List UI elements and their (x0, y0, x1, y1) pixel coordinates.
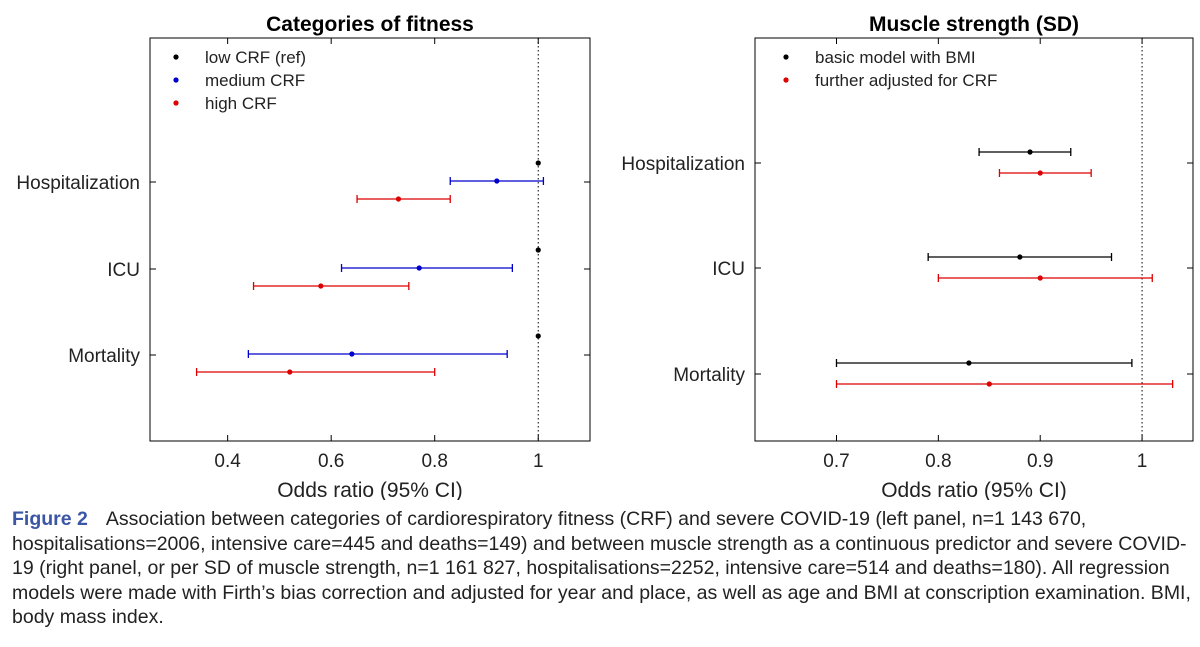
chart-title: Muscle strength (SD) (869, 13, 1079, 36)
y-tick-label: ICU (107, 260, 140, 281)
legend-label: high CRF (205, 94, 277, 113)
x-tick-label: 0.8 (421, 451, 447, 472)
legend-label: further adjusted for CRF (815, 71, 997, 90)
x-axis-label: Odds ratio (95% CI) (277, 479, 463, 500)
legend-label: low CRF (ref) (205, 48, 306, 67)
x-tick-label: 0.8 (925, 451, 951, 472)
estimate-point (395, 196, 402, 202)
estimate-point (1027, 149, 1033, 155)
chart-panel-2: Muscle strength (SD) 0.7 0.8 0.9 1 Odds ratio… (621, 13, 1194, 500)
estimate-point (1037, 275, 1043, 281)
plot-frame (149, 37, 591, 442)
x-tick-label: 0.6 (318, 451, 344, 472)
legend-marker (173, 54, 179, 60)
estimate-point (986, 381, 992, 387)
chart-panel-1: Categories of fitness 0.4 0.6 0.8 1 Odds rati… (16, 13, 591, 500)
legend-marker (783, 77, 789, 83)
estimate-point (1017, 254, 1023, 260)
figure-caption-text: Association between categories of cardio… (12, 508, 1191, 628)
legend-marker (783, 54, 789, 60)
legend-marker (173, 77, 179, 83)
estimate-point (535, 333, 541, 339)
y-tick-label: Hospitalization (16, 173, 140, 194)
figure-caption-label: Figure 2 (12, 508, 88, 530)
legend-marker (173, 100, 179, 106)
figure-panels: Categories of fitness 0.4 0.6 0.8 1 Odds rati… (16, 13, 1194, 500)
figure-caption: Figure 2 Association between categories o… (12, 507, 1192, 630)
x-tick-label: 0.9 (1027, 451, 1053, 472)
plot-frame (754, 37, 1194, 442)
x-tick-label: 1 (1137, 451, 1148, 472)
x-axis-label: Odds ratio (95% CI) (881, 479, 1067, 500)
estimate-point (535, 247, 541, 253)
legend-label: medium CRF (205, 71, 305, 90)
y-tick-label: Mortality (68, 346, 140, 367)
x-tick-label: 1 (533, 451, 544, 472)
x-tick-label: 0.7 (823, 451, 849, 472)
estimate-point (287, 369, 293, 375)
y-tick-label: Mortality (673, 365, 745, 386)
estimate-point (349, 351, 355, 357)
chart-title: Categories of fitness (266, 13, 474, 36)
x-tick-label: 0.4 (214, 451, 241, 472)
estimate-point (416, 265, 422, 271)
estimate-point (318, 283, 324, 289)
estimate-point (1037, 170, 1043, 176)
y-tick-label: Hospitalization (621, 154, 745, 175)
legend-label: basic model with BMI (815, 48, 976, 67)
estimate-point (494, 178, 500, 184)
estimate-point (966, 360, 972, 366)
y-tick-label: ICU (712, 259, 745, 280)
estimate-point (535, 160, 541, 166)
